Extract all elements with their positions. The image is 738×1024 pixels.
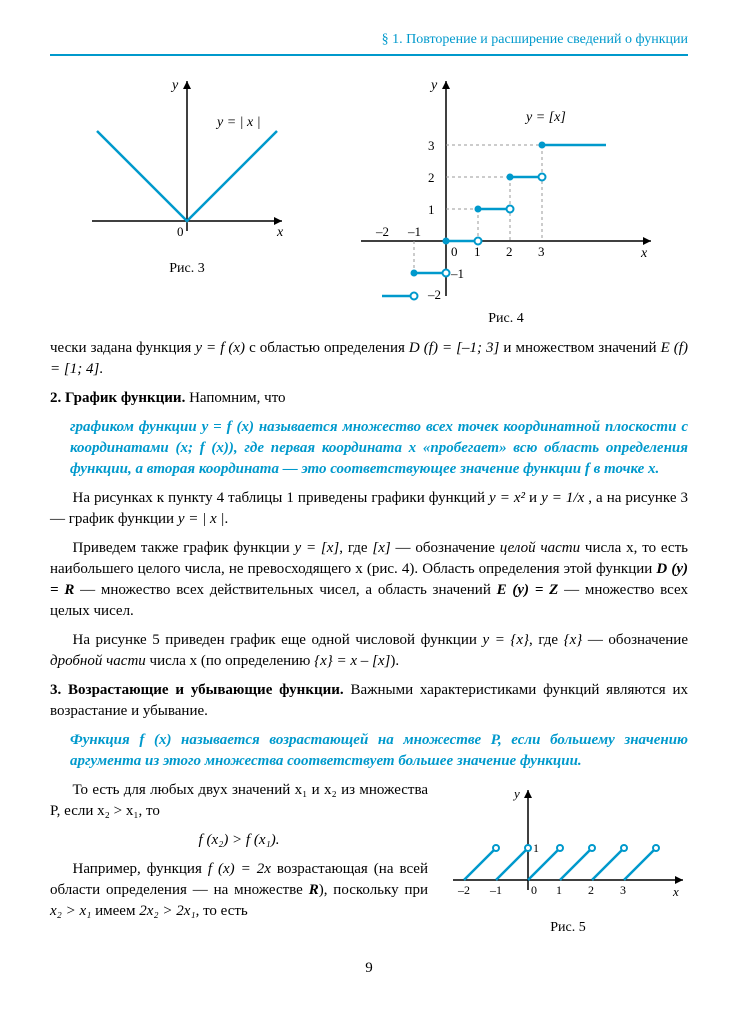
svg-text:2: 2 [428, 170, 435, 185]
svg-text:1: 1 [556, 883, 562, 897]
svg-text:–2: –2 [427, 287, 441, 301]
definition-increasing: Функция f (x) называется возрастающей на… [70, 730, 688, 772]
fig5-caption: Рис. 5 [448, 918, 688, 938]
x-label: x [640, 246, 648, 261]
svg-text:3: 3 [538, 244, 545, 259]
y1-label: 1 [533, 841, 539, 855]
x-label: x [276, 225, 284, 240]
svg-text:–2: –2 [457, 883, 470, 897]
svg-text:–2: –2 [375, 224, 389, 239]
svg-text:3: 3 [620, 883, 626, 897]
floor-graph: x y y = [x] –2 –1 0 1 2 3 –1 1 2 3 [356, 71, 656, 301]
svg-text:0: 0 [451, 244, 458, 259]
para-4: Приведем также график функции y = [x], г… [50, 538, 688, 622]
svg-text:1: 1 [428, 202, 435, 217]
svg-text:0: 0 [531, 883, 537, 897]
para-7: То есть для любых двух значений x₁ и x₂ … [50, 780, 428, 822]
svg-text:1: 1 [474, 244, 481, 259]
para-5: На рисунке 5 приведен график еще одной ч… [50, 630, 688, 672]
origin-label: 0 [177, 224, 184, 239]
fig3-caption: Рис. 3 [82, 259, 292, 279]
body-text: чески задана функция y = f (x) с область… [50, 338, 688, 938]
section-header: § 1. Повторение и расширение сведений о … [50, 30, 688, 56]
svg-text:3: 3 [428, 138, 435, 153]
abs-graph: x y 0 y = | x | [82, 71, 292, 251]
svg-text:–1: –1 [450, 266, 464, 281]
svg-text:–1: –1 [407, 224, 421, 239]
figure-5: x y 1 –2 –1 0 1 2 3 [448, 780, 688, 938]
y-label: y [170, 78, 179, 93]
para-7-eq: f (x₂) > f (x₁). [50, 830, 428, 851]
y-label: y [512, 786, 520, 801]
para-1: чески задана функция y = f (x) с область… [50, 338, 688, 380]
section-2-head: 2. График функции. Напомним, что [50, 388, 688, 409]
eqn-label: y = | x | [215, 115, 261, 130]
frac-graph: x y 1 –2 –1 0 1 2 3 [448, 780, 688, 910]
fig4-caption: Рис. 4 [356, 309, 656, 329]
figures-row: x y 0 y = | x | Рис. 3 x y y = [x] –2 –1… [50, 71, 688, 329]
figure-4: x y y = [x] –2 –1 0 1 2 3 –1 1 2 3 [356, 71, 656, 329]
para-8: Например, функция f (x) = 2x возрастающа… [50, 859, 428, 922]
y-label: y [429, 78, 438, 93]
bottom-text: То есть для любых двух значений x₁ и x₂ … [50, 780, 428, 930]
svg-text:2: 2 [506, 244, 513, 259]
svg-text:–1: –1 [489, 883, 502, 897]
para-3: На рисунках к пункту 4 таблицы 1 приведе… [50, 488, 688, 530]
eqn-label: y = [x] [524, 110, 566, 125]
x-label: x [672, 884, 679, 899]
page-number: 9 [50, 958, 688, 979]
figure-3: x y 0 y = | x | Рис. 3 [82, 71, 292, 279]
bottom-row: То есть для любых двух значений x₁ и x₂ … [50, 780, 688, 938]
section-3-head: 3. Возрастающие и убывающие функции. Важ… [50, 680, 688, 722]
svg-text:2: 2 [588, 883, 594, 897]
definition-graph: графиком функции y = f (x) называется мн… [70, 417, 688, 480]
